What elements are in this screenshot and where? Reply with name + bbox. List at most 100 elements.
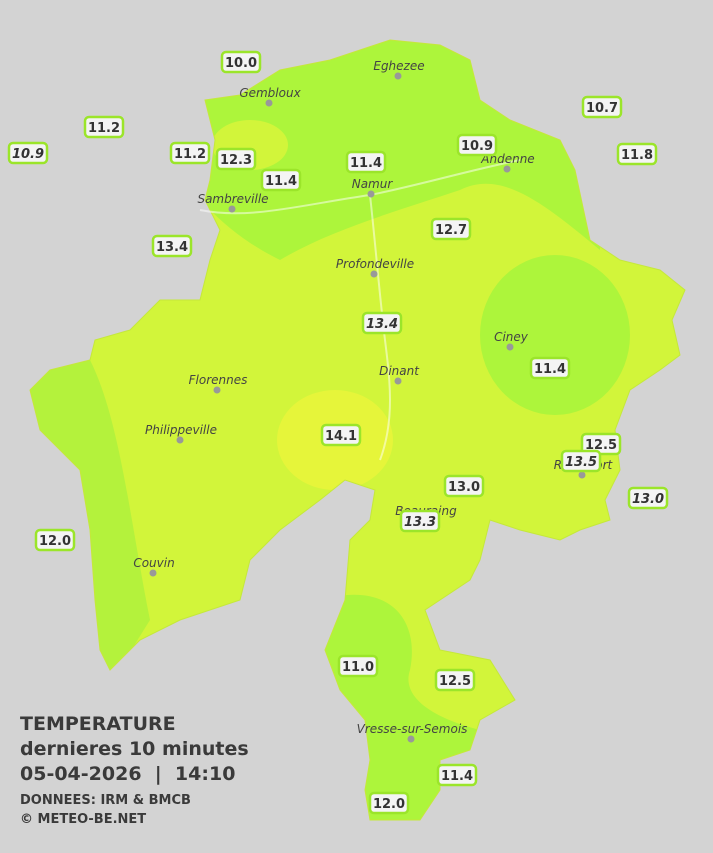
station: 11.4: [345, 150, 387, 174]
city-dot: [213, 386, 221, 394]
station: 11.4: [529, 356, 571, 380]
station-value: 13.4: [156, 240, 188, 255]
legend-source: DONNEES: IRM & BMCB: [20, 793, 191, 808]
city-dot: [394, 377, 402, 385]
station: 11.2: [169, 141, 211, 165]
station: 12.0: [368, 791, 410, 815]
station-value: 12.3: [220, 153, 252, 168]
station: 13.0: [627, 486, 669, 510]
station: 13.4: [361, 311, 403, 335]
station: 10.9: [7, 141, 49, 165]
station: 12.7: [430, 217, 472, 241]
station-value: 11.4: [534, 362, 566, 377]
station-box: [361, 311, 403, 335]
station-value: 13.3: [404, 515, 436, 530]
legend-datetime: 05-04-2026 | 14:10: [20, 763, 235, 785]
station-box: [616, 142, 658, 166]
station-box: [399, 509, 441, 533]
city-name: Florennes: [189, 373, 248, 387]
station-box: [260, 168, 302, 192]
legend-subtitle: dernieres 10 minutes: [20, 738, 249, 760]
city-dot: [265, 99, 273, 107]
city-name: Philippeville: [145, 423, 217, 437]
city-dot: [503, 165, 511, 173]
station: 12.3: [215, 147, 257, 171]
station-value: 13.5: [565, 455, 597, 470]
station-value: 13.0: [448, 480, 480, 495]
station: 13.0: [443, 474, 485, 498]
station-value: 12.7: [435, 223, 467, 238]
station: 12.0: [34, 528, 76, 552]
city-dot: [407, 735, 415, 743]
station-value: 11.4: [265, 174, 297, 189]
station-box: [529, 356, 571, 380]
city-name: Eghezee: [373, 59, 424, 73]
station: 10.0: [220, 50, 262, 74]
station: 11.2: [83, 115, 125, 139]
station: 11.4: [436, 763, 478, 787]
legend-copyright: © METEO-BE.NET: [20, 812, 146, 827]
station-box: [169, 141, 211, 165]
station-value: 11.2: [88, 121, 120, 136]
station-value: 10.9: [12, 147, 44, 162]
station-value: 10.0: [225, 56, 257, 71]
station-box: [581, 95, 623, 119]
station-box: [443, 474, 485, 498]
city-name: Gembloux: [239, 86, 301, 100]
station-value: 12.0: [373, 797, 405, 812]
station-value: 11.0: [342, 660, 374, 675]
station: 13.5: [560, 449, 602, 473]
station-box: [337, 654, 379, 678]
station-value: 12.5: [585, 438, 617, 453]
city-dot: [176, 436, 184, 444]
station-box: [345, 150, 387, 174]
station-value: 11.4: [441, 769, 473, 784]
station-box: [151, 234, 193, 258]
city-dot: [394, 72, 402, 80]
station-value: 12.0: [39, 534, 71, 549]
station: 13.4: [151, 234, 193, 258]
station-box: [320, 423, 362, 447]
station-value: 11.4: [350, 156, 382, 171]
station: 10.9: [456, 133, 498, 157]
station-value: 11.2: [174, 147, 206, 162]
city-dot: [228, 205, 236, 213]
station: 12.5: [434, 668, 476, 692]
station-box: [560, 449, 602, 473]
station-value: 11.8: [621, 148, 653, 163]
city-name: Couvin: [133, 556, 174, 570]
station-box: [7, 141, 49, 165]
station-value: 13.0: [632, 492, 664, 507]
station-box: [215, 147, 257, 171]
city-name: Ciney: [494, 330, 529, 344]
city-name: Profondeville: [336, 257, 414, 271]
station-box: [436, 763, 478, 787]
station-value: 10.7: [586, 101, 618, 116]
station: 10.7: [581, 95, 623, 119]
station-box: [430, 217, 472, 241]
legend-title: TEMPERATURE: [20, 713, 176, 735]
city-name: Vresse-sur-Semois: [357, 722, 468, 736]
city-name: Sambreville: [197, 192, 268, 206]
station: 11.0: [337, 654, 379, 678]
station-box: [83, 115, 125, 139]
zone-cool: [480, 255, 630, 415]
station-value: 12.5: [439, 674, 471, 689]
station-box: [456, 133, 498, 157]
labels: EghezeeGemblouxAndenneNamurSambrevillePr…: [7, 50, 669, 815]
station-value: 14.1: [325, 429, 357, 444]
station-value: 13.4: [366, 317, 398, 332]
city-dot: [578, 471, 586, 479]
city-dot: [370, 270, 378, 278]
station-box: [434, 668, 476, 692]
station: 14.1: [320, 423, 362, 447]
station: 13.3: [399, 509, 441, 533]
city-name: Namur: [352, 177, 394, 191]
station-box: [368, 791, 410, 815]
station-box: [34, 528, 76, 552]
station: 11.4: [260, 168, 302, 192]
station-box: [627, 486, 669, 510]
station-value: 10.9: [461, 139, 493, 154]
city-dot: [506, 343, 514, 351]
